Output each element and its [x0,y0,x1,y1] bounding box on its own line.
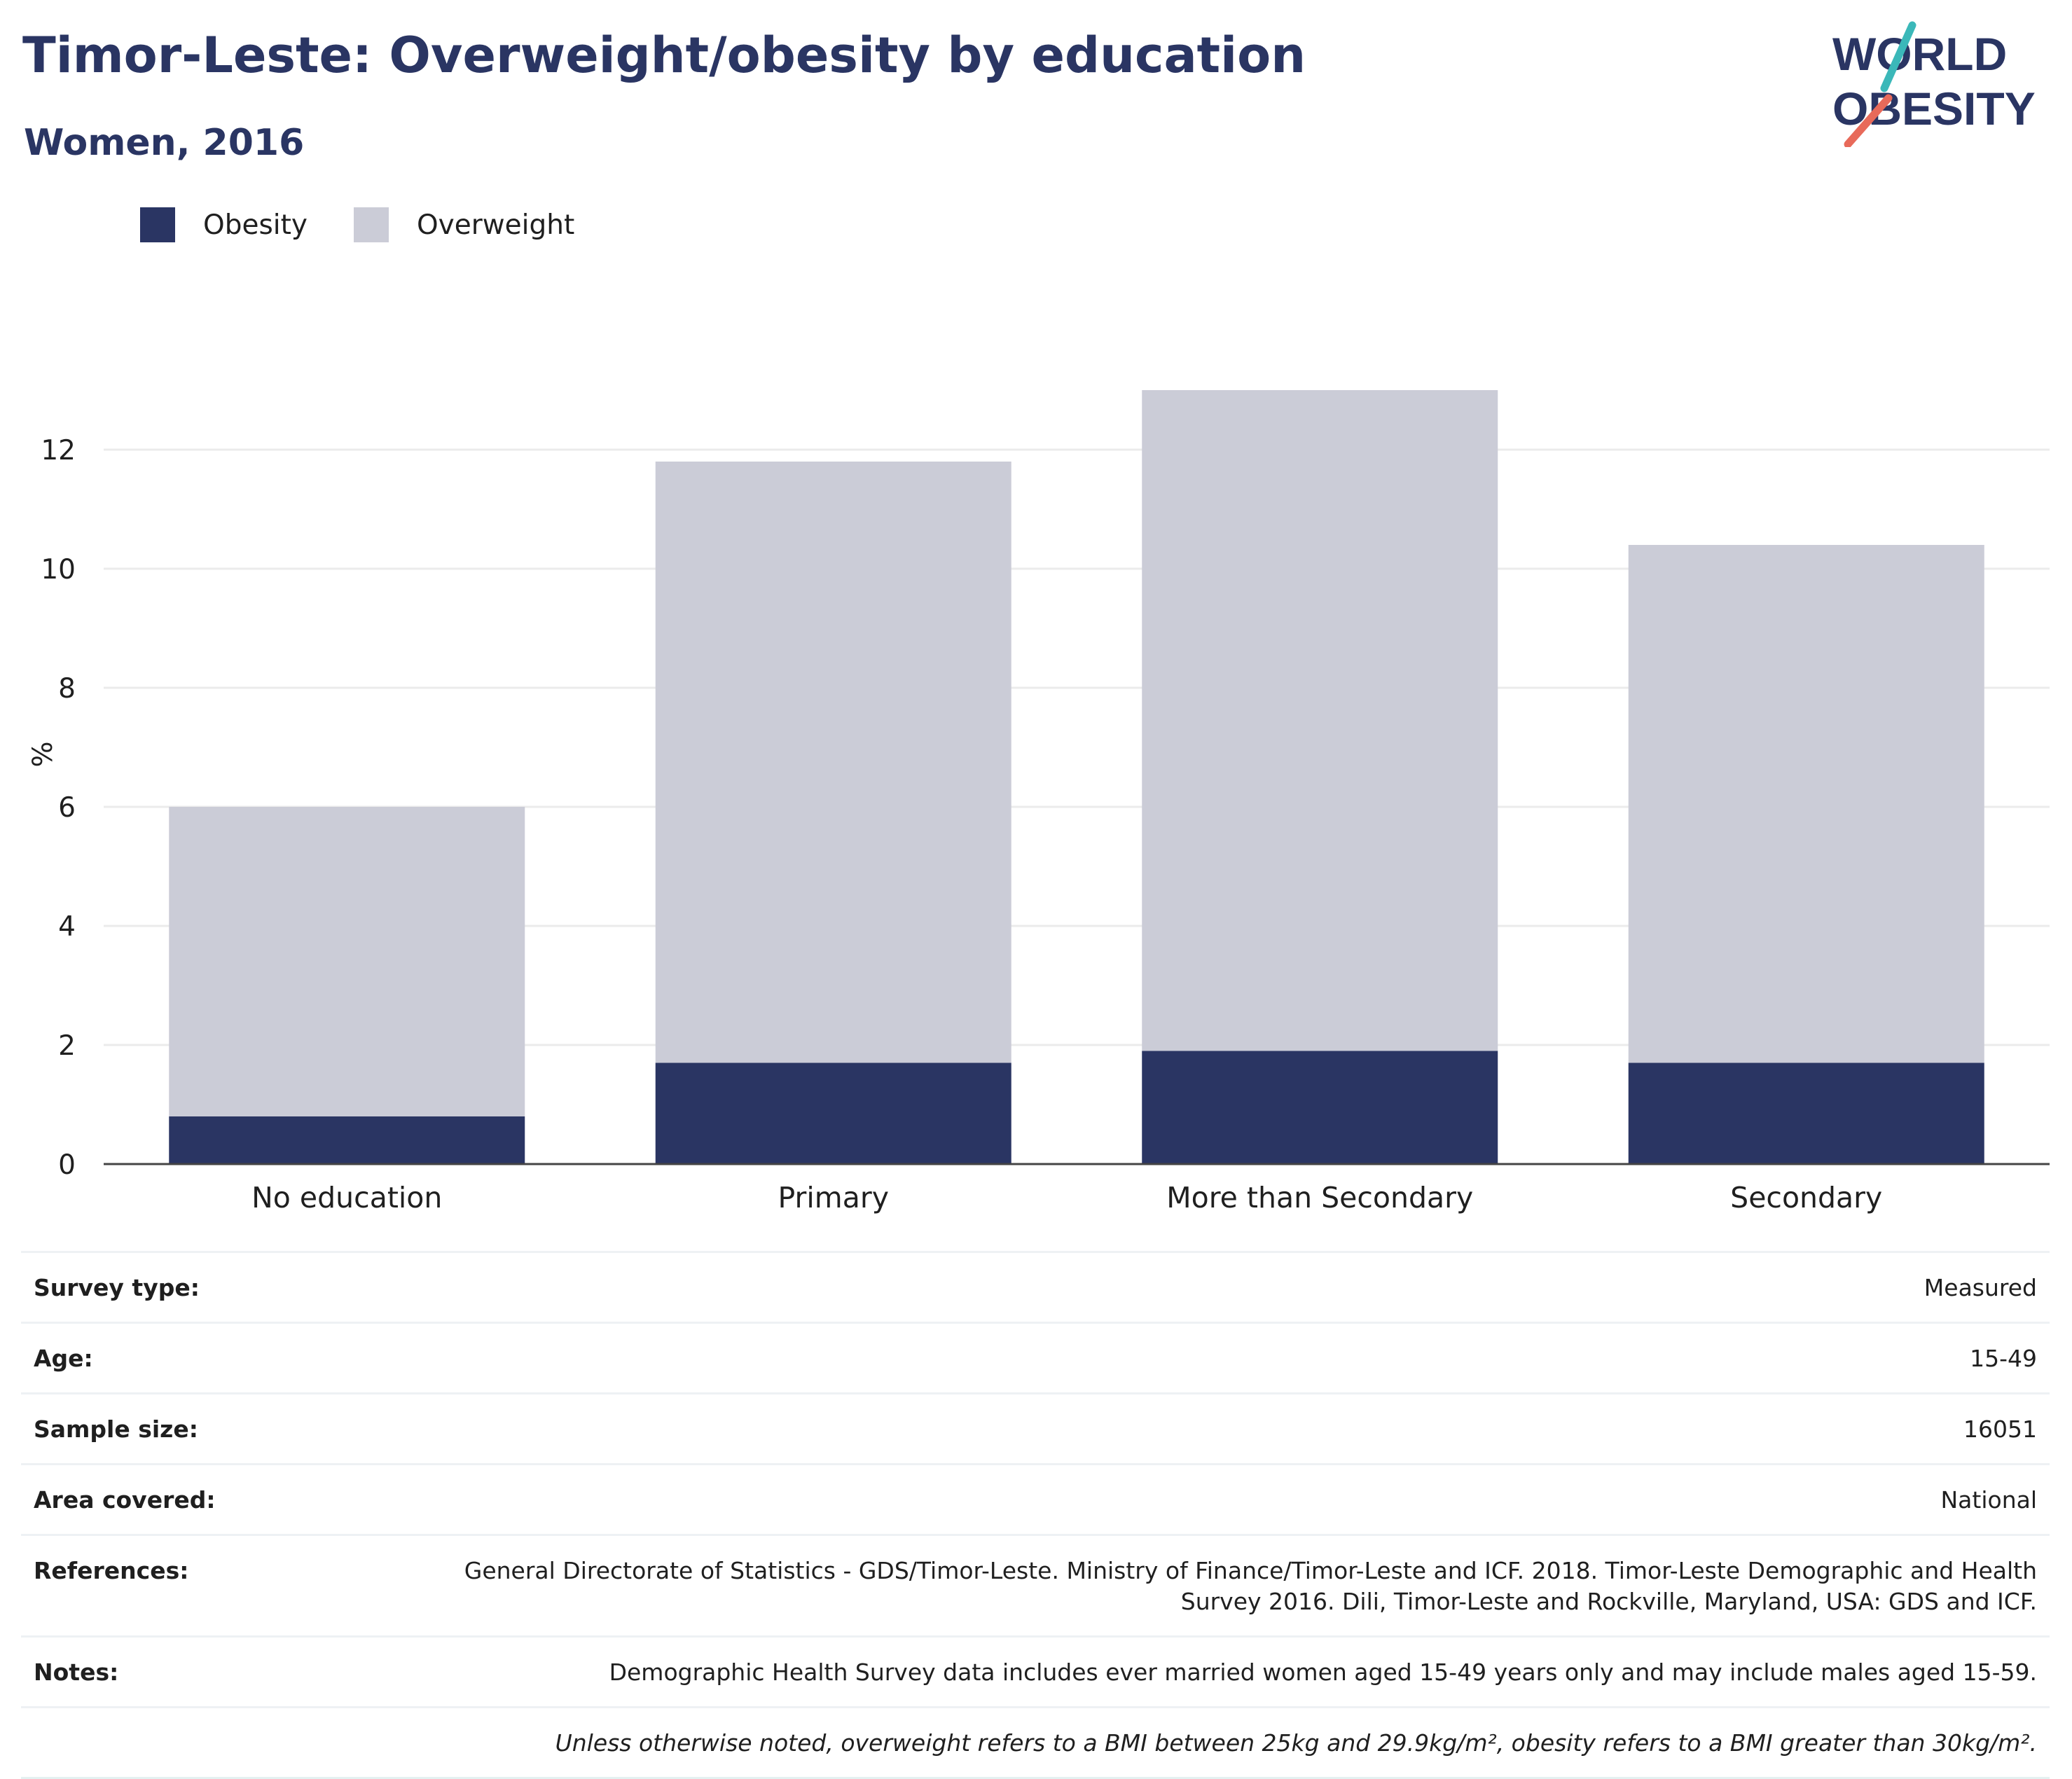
info-row: Age: 15-49 [21,1322,2050,1392]
info-row: References: General Directorate of Statis… [21,1534,2050,1635]
y-tick-label: 12 [41,435,76,466]
y-tick-label: 2 [58,1030,76,1062]
y-tick-label: 0 [58,1149,76,1181]
y-tick-label: 8 [58,673,76,705]
legend-swatch-overweight [353,207,389,242]
info-value: Demographic Health Survey data includes … [609,1659,2037,1686]
info-value: Unless otherwise noted, overweight refer… [555,1729,2037,1757]
bar-overweight-primary[interactable] [655,462,1011,1063]
legend-label-obesity: Obesity [203,209,308,241]
info-row: Sample size: 16051 [21,1392,2050,1463]
logo-line1: WORLD [1832,28,2007,80]
bar-overweight-secondary[interactable] [1628,545,1984,1063]
info-value: 16051 [1963,1415,2037,1443]
legend-label-overweight: Overweight [416,209,575,241]
info-label: Sample size: [34,1415,198,1443]
info-label: Area covered: [34,1486,216,1514]
info-value: General Directorate of Statistics - GDS/… [464,1557,2037,1615]
info-value: National [1940,1486,2037,1514]
info-row: Area covered: National [21,1463,2050,1534]
chart-title: Timor-Leste: Overweight/obesity by educa… [22,27,1306,84]
x-tick-label: Secondary [1730,1181,1882,1214]
info-label: Survey type: [34,1274,200,1301]
bar-obesity-more-than-secondary[interactable] [1142,1051,1498,1165]
survey-info-table: Survey type: Measured Age: 15-49 Sample size… [21,1251,2050,1779]
y-axis-label: % [27,741,59,767]
info-value: 15-49 [1970,1345,2037,1372]
bar-obesity-secondary[interactable] [1628,1062,1984,1165]
bar-obesity-no-education[interactable] [169,1116,525,1164]
chart-subtitle: Women, 2016 [24,122,305,164]
info-label: Age: [34,1345,93,1372]
x-tick-label: Primary [778,1181,889,1214]
info-label: References: [34,1557,189,1584]
axes: 0 2 4 6 8 10 12% No education Primary More than S… [27,435,2050,1214]
chart-legend: Obesity Overweight [140,207,621,242]
legend-item-obesity[interactable]: Obesity [140,207,308,242]
bars [169,390,1984,1164]
x-tick-label: No education [251,1181,442,1214]
logo-coral-slash [1844,94,1893,147]
info-value: Measured [1923,1274,2037,1301]
bar-overweight-more-than-secondary[interactable] [1142,390,1498,1051]
world-obesity-logo: WORLD OBESITY [1832,21,2036,147]
y-tick-label: 10 [41,554,76,586]
info-label: Notes: [34,1659,119,1686]
info-row: Unless otherwise noted, overweight refer… [21,1706,2050,1779]
info-row: Notes: Demographic Health Survey data inc… [21,1635,2050,1706]
x-tick-label: More than Secondary [1166,1181,1473,1214]
y-tick-label: 4 [58,911,76,943]
bar-obesity-primary[interactable] [655,1062,1011,1165]
bar-overweight-no-education[interactable] [169,807,525,1116]
legend-item-overweight[interactable]: Overweight [353,207,575,242]
logo-teal-slash [1880,21,1916,92]
y-tick-label: 6 [58,792,76,824]
info-row: Survey type: Measured [21,1251,2050,1322]
bar-chart: 0 2 4 6 8 10 12% No education Primary More than S… [27,390,2050,1214]
legend-swatch-obesity [140,207,175,242]
